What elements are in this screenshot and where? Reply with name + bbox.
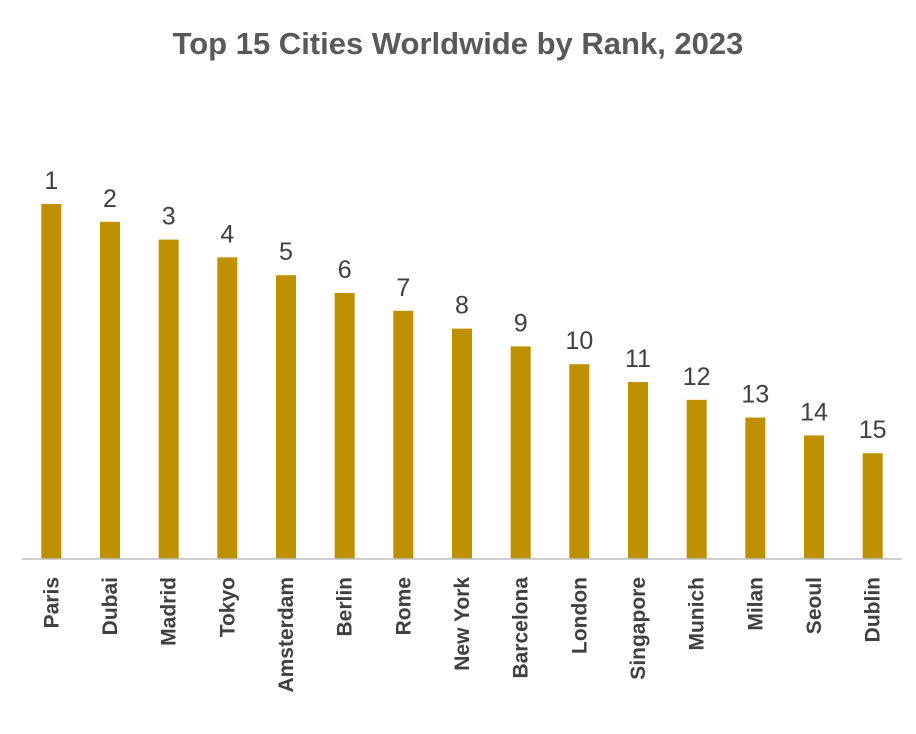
data-label: 13 bbox=[741, 381, 769, 409]
category-label: Munich bbox=[686, 577, 709, 651]
category-label: Dubai bbox=[99, 577, 122, 635]
data-label: 15 bbox=[859, 416, 887, 444]
data-label: 1 bbox=[44, 167, 58, 195]
bar-dubai bbox=[100, 221, 120, 560]
bar-new-york bbox=[452, 328, 472, 559]
data-label: 11 bbox=[625, 345, 651, 373]
bar-seoul bbox=[804, 435, 824, 559]
data-label: 5 bbox=[279, 238, 293, 266]
category-label: Dublin bbox=[862, 577, 885, 642]
category-label: Amsterdam bbox=[275, 577, 298, 693]
data-label: 2 bbox=[103, 185, 117, 213]
bar-paris bbox=[41, 204, 62, 559]
category-label: Barcelona bbox=[510, 577, 533, 679]
bar-munich bbox=[686, 399, 707, 559]
data-label: 3 bbox=[162, 203, 176, 231]
bar-madrid bbox=[158, 239, 179, 559]
bar-milan bbox=[745, 417, 766, 559]
category-labels-group: Paris Dubai Madrid Tokyo Amsterdam Berlin Rome… bbox=[40, 577, 884, 693]
data-label: 6 bbox=[338, 256, 352, 284]
category-label: Seoul bbox=[803, 577, 826, 634]
category-label: Paris bbox=[40, 577, 63, 628]
bars-group bbox=[41, 204, 883, 560]
category-label: Singapore bbox=[627, 577, 650, 680]
data-label: 7 bbox=[396, 274, 410, 302]
bar-london bbox=[569, 364, 590, 559]
bar-barcelona bbox=[510, 346, 531, 559]
bar-tokyo bbox=[217, 257, 238, 559]
bar-dublin bbox=[862, 453, 883, 559]
data-label: 12 bbox=[683, 363, 711, 391]
category-label: Madrid bbox=[158, 577, 181, 646]
bar-amsterdam bbox=[276, 275, 296, 559]
data-label: 4 bbox=[220, 220, 234, 248]
bar-berlin bbox=[334, 293, 355, 559]
data-label: 14 bbox=[800, 398, 828, 426]
bar-singapore bbox=[628, 382, 648, 559]
category-label: Rome bbox=[392, 577, 415, 635]
category-label: Berlin bbox=[334, 577, 357, 637]
category-label: New York bbox=[451, 577, 474, 671]
data-label: 9 bbox=[514, 309, 528, 337]
bar-rome bbox=[393, 310, 414, 559]
category-label: London bbox=[568, 577, 591, 654]
category-label: Tokyo bbox=[216, 577, 239, 637]
chart-title: Top 15 Cities Worldwide by Rank, 2023 bbox=[172, 26, 744, 61]
data-label: 10 bbox=[565, 327, 593, 355]
category-label: Milan bbox=[744, 577, 767, 631]
data-label: 8 bbox=[455, 292, 469, 320]
